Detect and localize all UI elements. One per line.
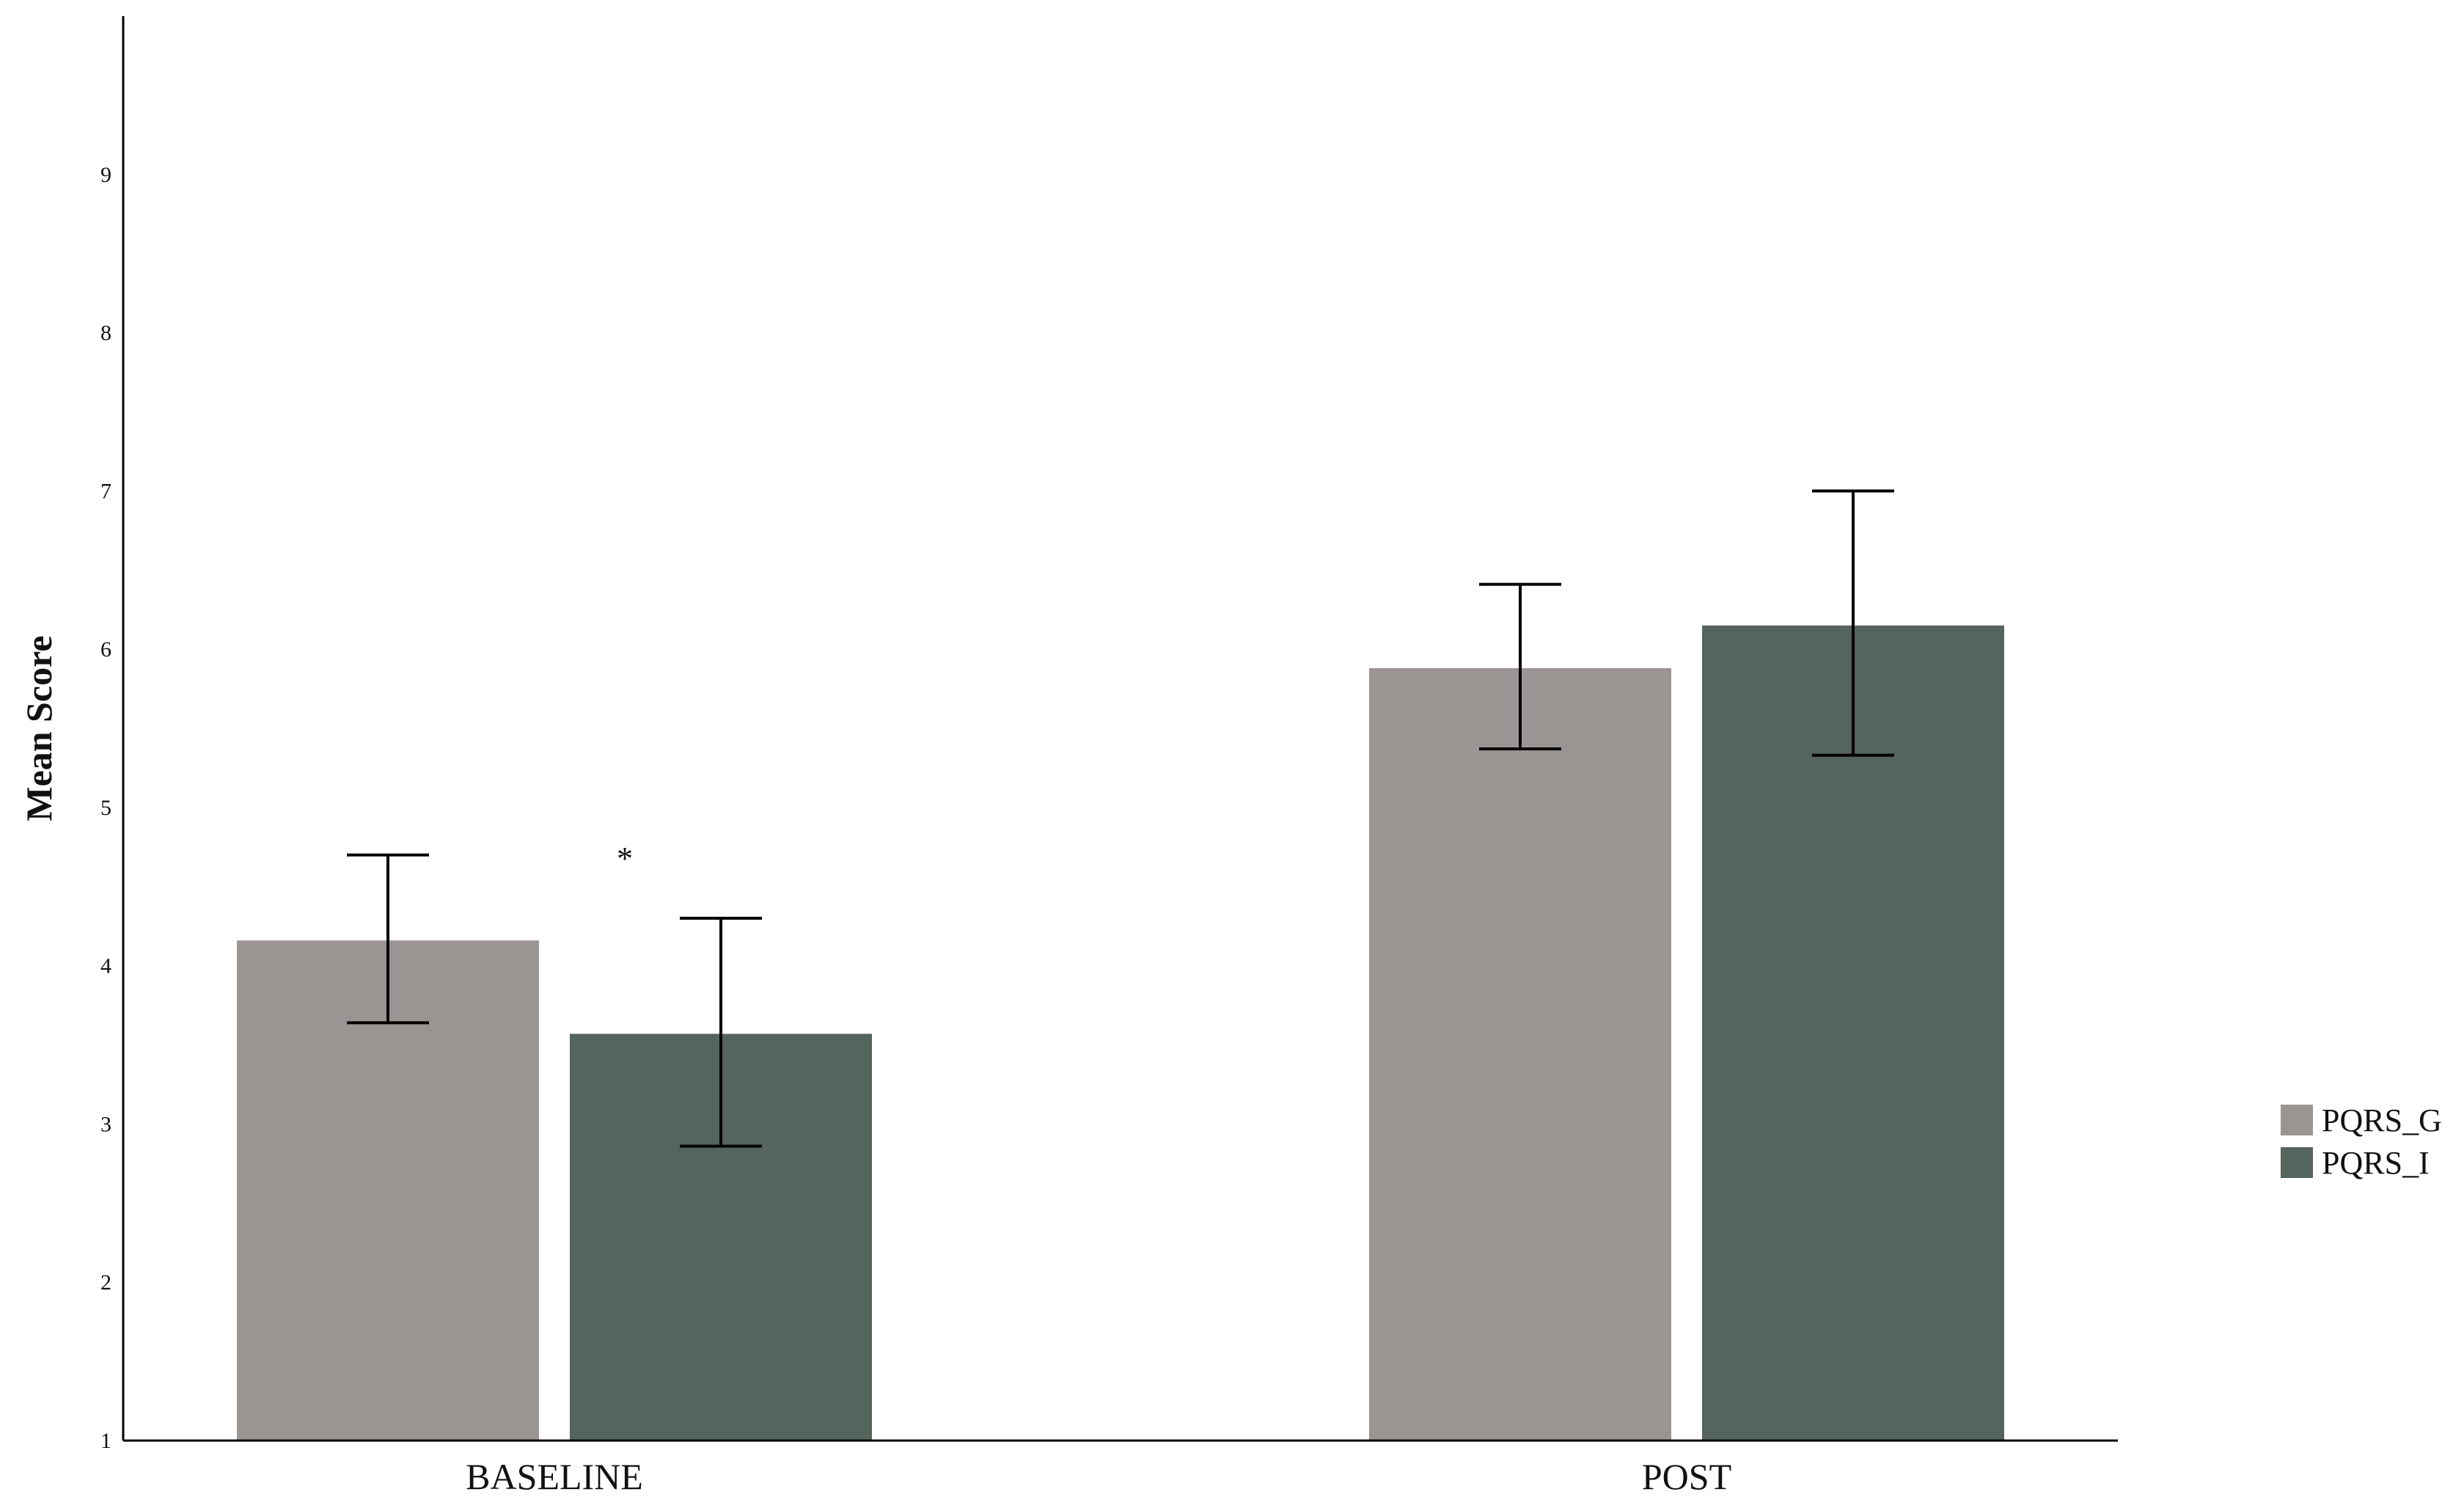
x-category-label: POST <box>1642 1456 1731 1497</box>
x-category-label: BASELINE <box>466 1456 643 1497</box>
y-tick-label: 6 <box>100 637 111 662</box>
y-tick-label: 8 <box>100 321 111 345</box>
legend-label-PQRS_G: PQRS_G <box>2322 1102 2442 1138</box>
axes: 1 2 3 4 5 6 7 8 9 BASELINE POST Mean Score <box>18 16 2118 1497</box>
y-tick-label: 4 <box>100 954 111 978</box>
y-tick-label: 2 <box>100 1270 111 1295</box>
y-tick-label: 1 <box>100 1429 111 1453</box>
y-tick-label: 9 <box>100 163 111 187</box>
annotation-asterisk: * <box>617 841 633 877</box>
bar-PQRS_I-POST <box>1702 625 2004 1441</box>
legend-swatch-PQRS_G <box>2281 1105 2313 1135</box>
legend: PQRS_G PQRS_I <box>2281 1102 2442 1181</box>
legend-label-PQRS_I: PQRS_I <box>2322 1145 2430 1181</box>
legend-swatch-PQRS_I <box>2281 1147 2313 1178</box>
y-axis-title: Mean Score <box>18 635 59 821</box>
y-tick-label: 5 <box>100 796 111 820</box>
bar-PQRS_G-POST <box>1369 668 1671 1441</box>
y-tick-label: 3 <box>100 1112 111 1136</box>
plot-area: * <box>237 489 2004 1441</box>
y-tick-label: 7 <box>100 479 111 503</box>
